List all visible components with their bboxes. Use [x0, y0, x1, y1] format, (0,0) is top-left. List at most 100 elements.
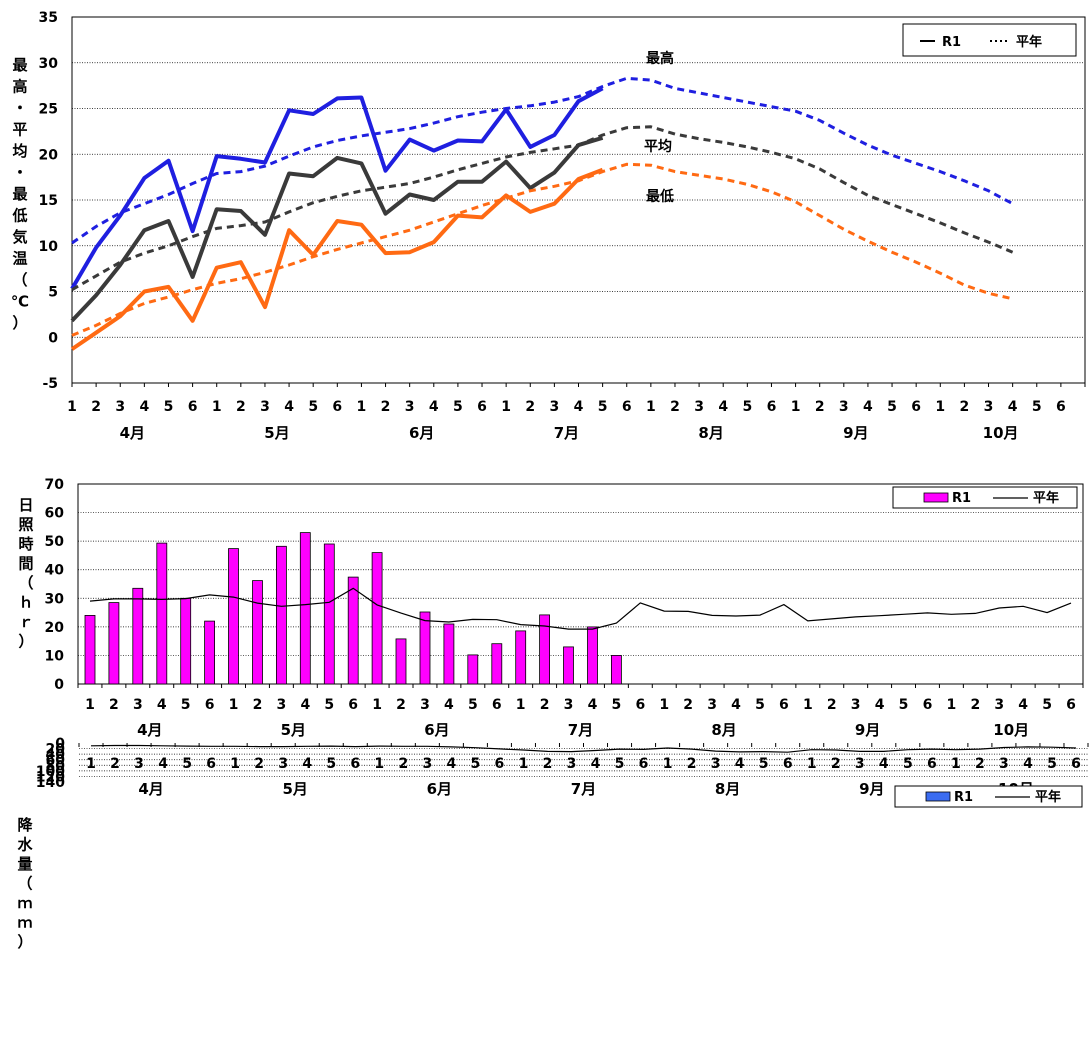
x-tick-label: 5 — [887, 399, 897, 415]
y-tick-label: 25 — [39, 102, 58, 118]
series-line-normal — [89, 587, 1072, 630]
legend-label: R1 — [954, 790, 973, 805]
x-tick-label: 2 — [91, 399, 101, 415]
plot-area — [77, 483, 1084, 685]
x-tick-label: 3 — [711, 756, 721, 772]
x-tick-label: 5 — [308, 399, 318, 415]
x-tick-label: 4 — [875, 697, 885, 713]
y-tick-label: 30 — [45, 591, 65, 607]
x-tick-label: 3 — [839, 399, 849, 415]
x-tick-label: 5 — [471, 756, 481, 772]
month-label: 8月 — [711, 721, 736, 739]
y-tick-label: 20 — [45, 620, 65, 636]
x-tick-label: 2 — [970, 697, 980, 713]
month-label: 9月 — [855, 721, 880, 739]
x-tick-label: 6 — [923, 697, 933, 713]
series-line-normal-max — [71, 76, 1014, 245]
x-tick-label: 6 — [206, 756, 216, 772]
bar — [228, 548, 239, 685]
x-tick-label: 1 — [212, 399, 222, 415]
legend-box — [892, 486, 1078, 509]
x-tick-label: 6 — [635, 697, 645, 713]
bar — [156, 542, 168, 685]
x-tick-label: 1 — [659, 697, 669, 713]
x-tick-label: 6 — [332, 399, 342, 415]
x-tick-label: 2 — [525, 399, 535, 415]
y-tick-label: 60 — [45, 506, 65, 522]
bar — [587, 626, 598, 685]
bar — [323, 543, 335, 685]
bar — [467, 654, 479, 685]
x-tick-label: 2 — [683, 697, 693, 713]
x-tick-label: 4 — [879, 756, 889, 772]
month-label: 9月 — [843, 424, 868, 442]
x-tick-label: 1 — [807, 756, 817, 772]
x-tick-label: 3 — [855, 756, 865, 772]
month-label: 6月 — [427, 780, 452, 798]
x-tick-label: 2 — [543, 756, 553, 772]
x-tick-label: 3 — [851, 697, 861, 713]
x-tick-label: 5 — [453, 399, 463, 415]
x-tick-label: 2 — [540, 697, 550, 713]
legend-swatch-r1 — [925, 791, 951, 802]
y-tick-label: 140 — [36, 775, 65, 791]
x-tick-label: 4 — [429, 399, 439, 415]
x-tick-label: 3 — [999, 756, 1009, 772]
month-label: 6月 — [424, 721, 449, 739]
y-tick-label: 60 — [46, 753, 66, 769]
x-tick-label: 2 — [253, 697, 263, 713]
series-line-normal-min — [71, 162, 1013, 337]
x-tick-label: 2 — [827, 697, 837, 713]
bar — [395, 638, 407, 685]
x-tick-label: 6 — [350, 756, 360, 772]
legend-label: 平年 — [1033, 490, 1059, 506]
x-tick-label: 1 — [935, 399, 945, 415]
x-tick-label: 6 — [348, 697, 358, 713]
x-tick-label: 5 — [598, 399, 608, 415]
x-tick-label: 5 — [742, 399, 752, 415]
x-tick-label: 1 — [230, 756, 240, 772]
plot-area — [71, 16, 1086, 384]
bar — [443, 623, 455, 685]
x-tick-label: 6 — [1071, 756, 1081, 772]
x-tick-label: 4 — [1008, 399, 1018, 415]
x-tick-label: 5 — [1032, 399, 1042, 415]
x-tick-label: 4 — [574, 399, 584, 415]
x-tick-label: 4 — [731, 697, 741, 713]
month-label: 4月 — [138, 780, 163, 798]
month-label: 6月 — [409, 424, 434, 442]
y-tick-label: 15 — [39, 193, 58, 209]
y-tick-label: 0 — [54, 677, 64, 693]
x-tick-label: 6 — [622, 399, 632, 415]
series-annotation: 最高 — [646, 50, 674, 67]
x-tick-label: 2 — [687, 756, 697, 772]
y-tick-label: 20 — [46, 742, 66, 758]
x-tick-label: 6 — [188, 399, 198, 415]
x-tick-label: 1 — [951, 756, 961, 772]
x-tick-label: 2 — [398, 756, 408, 772]
x-tick-label: 4 — [1023, 756, 1033, 772]
y-tick-label: 100 — [36, 764, 65, 780]
x-tick-label: 1 — [519, 756, 529, 772]
y-axis-label: 降水量（ｍｍ） — [17, 816, 33, 951]
x-tick-label: 3 — [420, 697, 430, 713]
series-annotation: 平均 — [644, 138, 672, 155]
x-tick-label: 1 — [67, 399, 77, 415]
x-tick-label: 3 — [564, 697, 574, 713]
x-tick-label: 5 — [164, 399, 174, 415]
month-label: 4月 — [120, 424, 145, 442]
y-axis-label: 最高・平均・最低気温（℃） — [11, 56, 29, 332]
bar — [132, 587, 144, 685]
x-tick-label: 5 — [755, 697, 765, 713]
legend-swatch-r1 — [923, 492, 949, 503]
x-tick-label: 3 — [277, 697, 287, 713]
series-line-r1-mean — [70, 135, 604, 323]
bar — [371, 552, 383, 685]
bar — [491, 643, 503, 685]
x-tick-label: 4 — [158, 756, 168, 772]
x-tick-label: 2 — [975, 756, 985, 772]
legend-label: R1 — [942, 35, 961, 50]
x-tick-label: 3 — [422, 756, 432, 772]
x-tick-label: 2 — [670, 399, 680, 415]
